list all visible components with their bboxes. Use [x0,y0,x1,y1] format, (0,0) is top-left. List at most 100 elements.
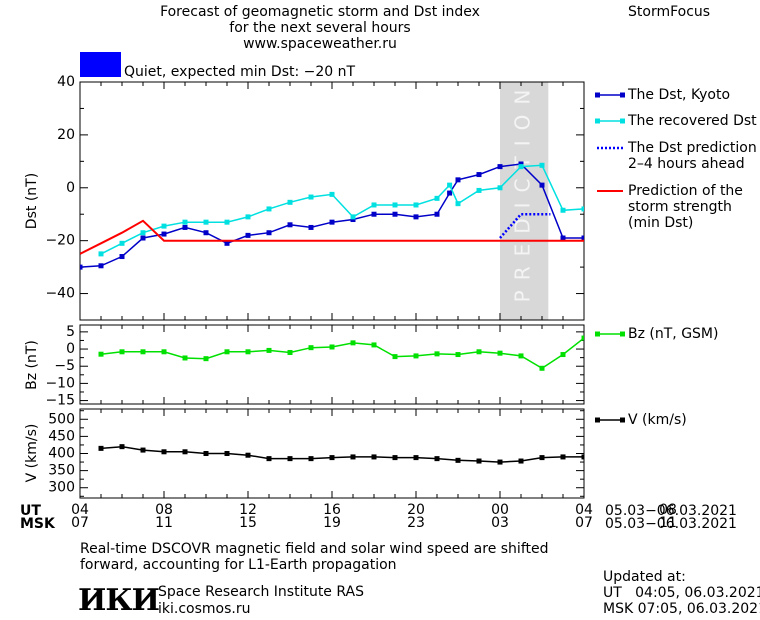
updated-label: Updated at: [603,569,686,585]
series-point [581,335,584,341]
ut-tick-label: 08 [659,502,677,518]
institute-name: Space Research Institute RAS [158,584,364,600]
legend-label: Prediction of the [628,183,743,199]
legend-point [620,92,625,98]
series-point [413,202,419,208]
panel-1: 50−5−10 −15 Bz (nT) [24,324,585,409]
series-point [224,219,230,225]
series-point [98,263,104,269]
series-point [434,211,440,217]
msk-tick-label: 23 [407,515,425,531]
ut-axis-label: UT [20,503,41,519]
series-point [329,455,335,461]
series-line-1-0 [100,337,584,370]
series-point [476,349,482,355]
series-point [161,231,167,237]
series-point [287,222,293,228]
legend-label: 2–4 hours ahead [628,156,745,172]
series-point [447,190,453,196]
y-tick-label: −15 [45,393,75,409]
series-point [581,235,584,241]
legend-label: V (km/s) [628,412,687,428]
date-range-msk: 05.03−06.03.2021 [605,516,737,532]
title-line-3: www.spaceweather.ru [243,36,397,52]
series-point [560,352,566,358]
series-point [203,219,209,225]
series-point [119,240,125,246]
series-point [539,182,545,188]
series-point [497,185,503,191]
series-point [266,347,272,353]
legend-label: Bz (nT, GSM) [628,326,718,342]
series-point [434,456,440,462]
msk-tick-label: 07 [575,515,593,531]
ut-tick-label: 12 [239,502,257,518]
series-point [245,452,251,458]
y-tick-label: −20 [45,233,75,249]
y-tick-label: −10 [45,375,75,391]
series-point [140,235,146,241]
series-point [287,456,293,462]
updated-msk: MSK 07:05, 06.03.2021 [603,601,760,617]
series-point [455,177,461,183]
legend-label: The Dst, Kyoto [627,87,730,103]
legend-label: The recovered Dst [627,113,757,129]
prediction-band [500,82,549,320]
msk-tick-label: 15 [239,515,257,531]
panel-frame-1 [79,324,585,405]
series-point [224,451,230,456]
series-point [581,454,584,460]
ut-tick-label: 04 [575,502,593,518]
panel-0: PREDICTION 40 20 0 −20 −40 Dst (nT) [24,74,585,321]
series-point [371,454,377,460]
institute-site-link[interactable]: iki.cosmos.ru [158,601,251,617]
legend-point [620,331,625,337]
series-point [413,214,419,220]
series-point [329,191,335,197]
iki-logo: ИКИ [78,583,160,618]
legend-label: storm strength [628,199,732,215]
msk-tick-label: 19 [323,515,341,531]
chart-title: Forecast of geomagnetic storm and Dst in… [80,4,560,52]
prediction-label: PREDICTION [511,80,535,303]
series-point [329,219,335,225]
series-point [392,202,398,208]
series-point [287,349,293,355]
series-point [98,445,104,451]
series-point [497,350,503,356]
series-group-1 [98,335,584,371]
legend-point [620,118,625,124]
series-point [224,349,230,355]
series-point [140,230,146,236]
series-point [245,214,251,220]
status-color-swatch [80,52,121,77]
series-point [182,219,188,225]
series-point [413,353,419,359]
series-point [287,199,293,205]
series-point [182,355,188,361]
series-point [455,457,461,463]
series-point [119,254,125,260]
series-point [203,230,209,236]
y-tick-label: −40 [45,286,75,302]
series-point [371,211,377,217]
msk-tick-label: 07 [71,515,89,531]
series-point [140,349,146,355]
title-line-1: Forecast of geomagnetic storm and Dst in… [160,4,480,20]
msk-tick-label: 11 [155,515,173,531]
legend-point [595,331,600,337]
series-point [161,449,167,455]
y-tick-label: 40 [57,74,75,90]
y-tick-label: 20 [57,127,75,143]
y-tick-label: 450 [48,428,75,444]
series-point [371,342,377,348]
series-point [245,349,251,355]
legend-point [595,417,600,423]
series-point [350,454,356,460]
series-point [140,447,146,453]
ut-tick-label: 08 [155,502,173,518]
series-group-2 [98,444,584,465]
series-point [350,217,356,223]
